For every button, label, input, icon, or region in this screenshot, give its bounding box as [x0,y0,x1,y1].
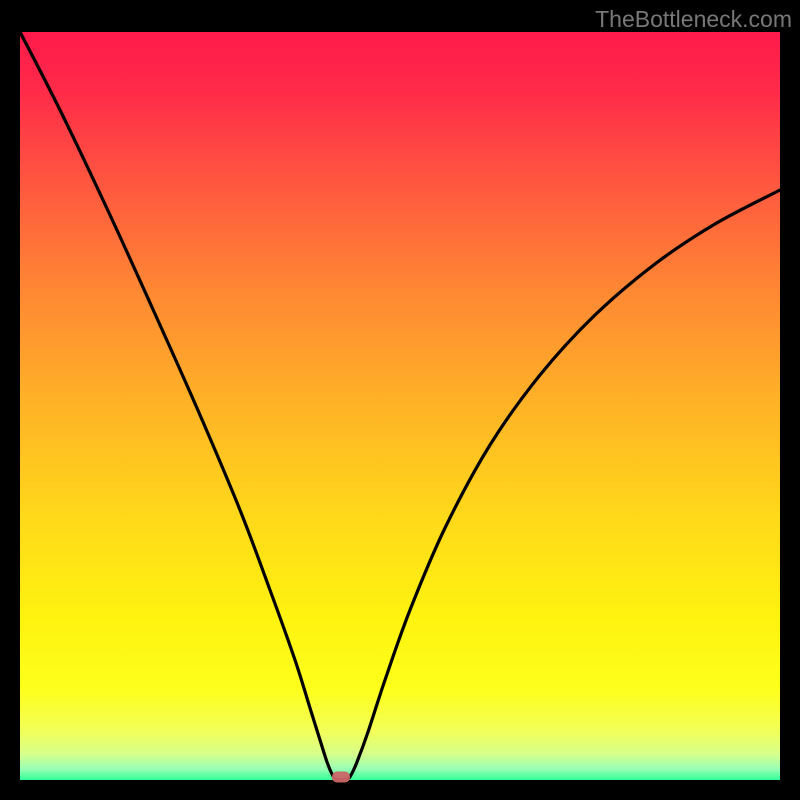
bottleneck-curve-layer [0,0,800,800]
bottleneck-curve [20,32,780,780]
optimal-point-marker [332,772,350,783]
